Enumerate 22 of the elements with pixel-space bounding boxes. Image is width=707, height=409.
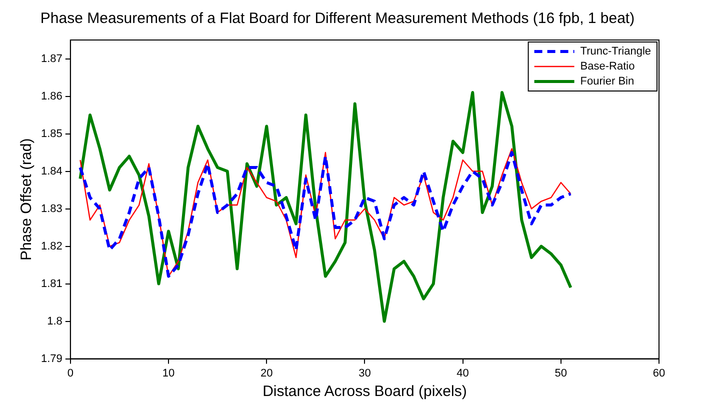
y-tick-label: 1.83 xyxy=(40,202,62,215)
x-tick-label: 60 xyxy=(652,367,666,380)
y-tick-label: 1.82 xyxy=(40,240,62,252)
x-tick-label: 10 xyxy=(162,367,175,380)
legend-label: Trunc-Triangle xyxy=(580,46,652,58)
x-axis-title: Distance Across Board (pixels) xyxy=(262,383,467,400)
y-tick-label: 1.79 xyxy=(40,352,62,365)
x-tick-label: 0 xyxy=(67,367,74,380)
x-tick-label: 40 xyxy=(456,367,469,380)
chart-title: Phase Measurements of a Flat Board for Different Measurement Methods (16 fpb, 1 beat) xyxy=(40,10,635,28)
y-tick-label: 1.84 xyxy=(40,165,62,178)
y-tick-label: 1.85 xyxy=(40,128,62,140)
x-tick-label: 20 xyxy=(260,367,273,380)
legend-label: Base-Ratio xyxy=(580,60,635,73)
y-tick-label: 1.8 xyxy=(47,315,62,328)
y-tick-label: 1.87 xyxy=(40,52,62,65)
x-tick-label: 30 xyxy=(358,367,371,380)
y-tick-label: 1.86 xyxy=(40,90,62,102)
x-tick-label: 50 xyxy=(554,367,568,380)
y-tick-label: 1.81 xyxy=(40,278,62,290)
y-axis-title: Phase Offset (rad) xyxy=(18,138,36,261)
legend-label: Fourier Bin xyxy=(580,76,634,88)
